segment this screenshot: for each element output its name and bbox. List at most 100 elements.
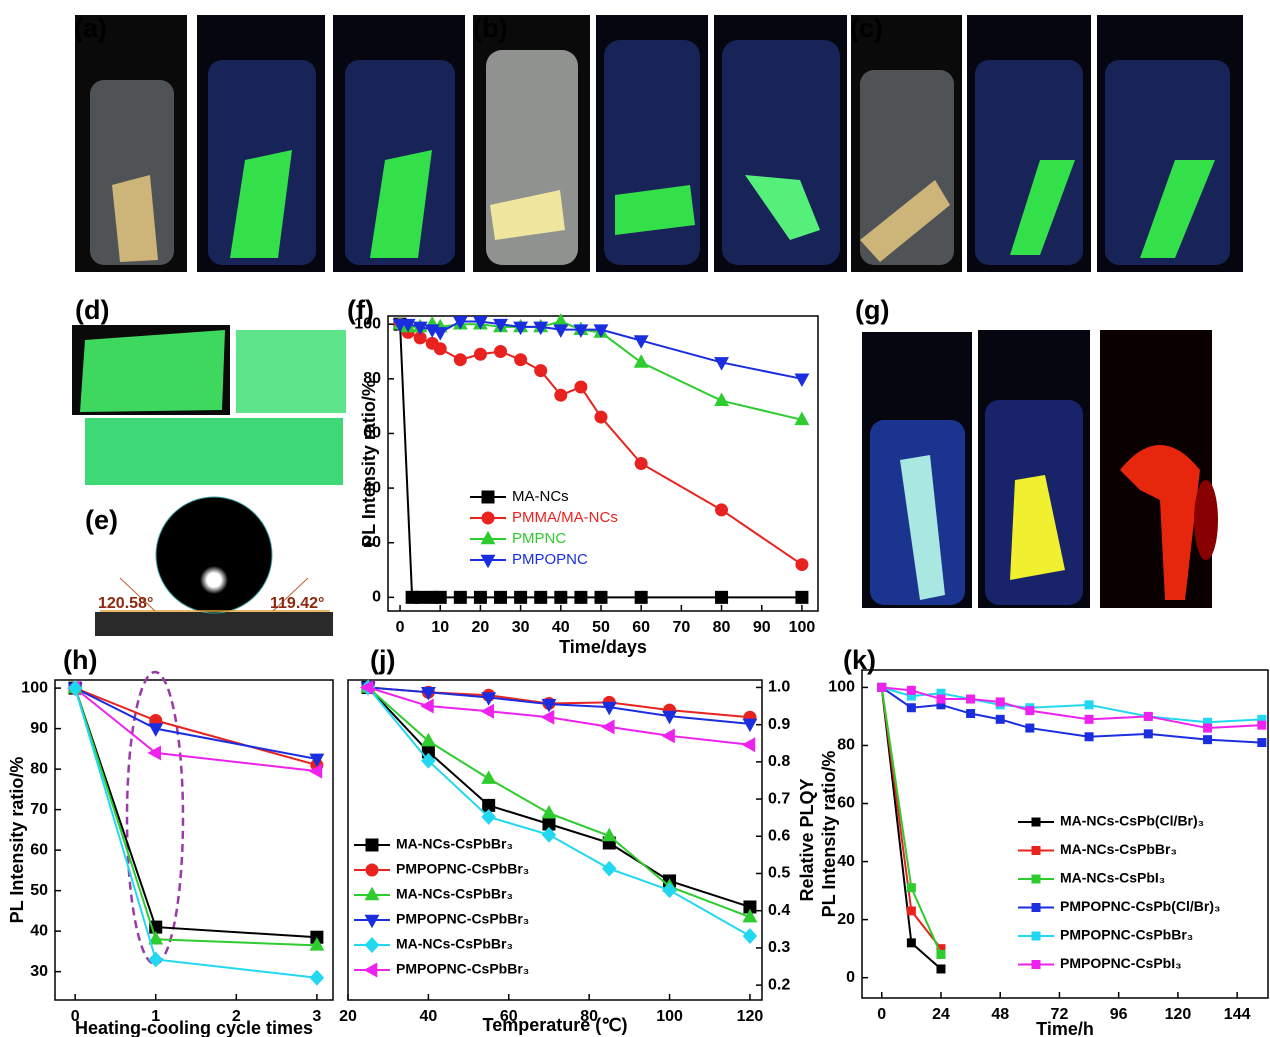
y-tick-label: 40	[363, 479, 381, 496]
x-tick-label: 48	[991, 1006, 1009, 1023]
x-tick-label: 0	[71, 1008, 80, 1025]
marker	[359, 679, 374, 695]
marker	[594, 410, 608, 424]
y-tick-label: 30	[30, 963, 48, 980]
y-tick-label: 0	[372, 589, 381, 606]
angle-label: 120.58°	[98, 595, 153, 612]
marker	[594, 590, 608, 604]
film	[1010, 160, 1075, 255]
marker	[432, 327, 448, 341]
x-axis-label: Temperature (℃)	[483, 1015, 628, 1035]
vial	[1105, 60, 1230, 265]
y-tick-label: 100	[21, 679, 48, 696]
panel-label: (g)	[855, 295, 889, 325]
marker	[480, 703, 494, 719]
panel-label: (c)	[850, 13, 883, 43]
photos: 120.58° 119.42°	[72, 15, 1243, 636]
marker	[661, 728, 675, 744]
marker	[1084, 700, 1094, 710]
y-tick-label: 0.7	[768, 790, 790, 807]
marker	[795, 590, 809, 604]
tangent	[272, 577, 309, 612]
marker	[936, 949, 946, 959]
x-tick-label: 10	[431, 619, 449, 636]
marker	[633, 335, 649, 349]
marker	[1025, 706, 1035, 716]
y-tick-label: 80	[837, 737, 855, 754]
plot-frame	[54, 679, 334, 1001]
x-tick-label: 50	[592, 619, 610, 636]
marker	[741, 737, 756, 753]
x-tick-label: 40	[552, 619, 570, 636]
legend-label: PMMA/MA-NCs	[512, 509, 618, 526]
marker	[1031, 903, 1041, 912]
legend-label: MA-NCs	[512, 488, 569, 505]
y-tick-label: 60	[837, 795, 855, 812]
marker	[995, 697, 1005, 707]
plot-frame	[861, 669, 1269, 999]
marker	[742, 908, 758, 923]
series-line	[74, 687, 317, 773]
legend-label: PMPOPNC-CsPbBr₃	[396, 861, 529, 877]
reflection	[200, 566, 228, 594]
x-tick-label: 120	[737, 1008, 764, 1025]
x-tick-label: 120	[1165, 1006, 1192, 1023]
series-line	[367, 686, 751, 918]
marker	[936, 694, 946, 704]
marker	[1084, 732, 1094, 742]
legend-label: PMPOPNC-CsPbI₃	[1060, 955, 1182, 971]
y-tick-label: 80	[30, 760, 48, 777]
film	[1010, 475, 1065, 580]
series-line	[400, 320, 803, 380]
y-tick-label: 0	[846, 969, 855, 986]
y-axis-label: Relative PLQY	[797, 778, 817, 901]
y-axis-label: PL Intensity ratio/%	[7, 757, 27, 924]
marker	[601, 701, 617, 716]
x-tick-label: 40	[419, 1008, 437, 1025]
marker	[365, 863, 379, 877]
x-tick-label: 60	[632, 619, 650, 636]
marker	[400, 318, 416, 333]
panel-label: (b)	[473, 13, 507, 43]
legend-label: PMPOPNC-CsPbBr₃	[396, 961, 529, 977]
marker	[714, 392, 729, 406]
y-tick-label: 20	[363, 534, 381, 551]
marker	[480, 554, 496, 569]
marker	[541, 804, 557, 819]
marker	[906, 938, 916, 948]
series-line	[880, 687, 942, 970]
marker	[493, 318, 508, 333]
panel-label: (a)	[74, 13, 107, 43]
y-tick-label: 90	[30, 720, 48, 737]
marker	[742, 928, 758, 944]
marker	[573, 324, 589, 338]
marker	[906, 703, 916, 713]
glow	[1194, 480, 1218, 560]
marker	[433, 342, 447, 356]
marker	[421, 752, 436, 769]
marker	[148, 931, 164, 945]
y-tick-label: 40	[30, 922, 48, 939]
legend-label: PMPOPNC-CsPb(Cl/Br)₃	[1060, 898, 1220, 914]
marker	[420, 732, 436, 747]
y-tick-label: 50	[30, 882, 48, 899]
y-tick-label: 1.0	[768, 679, 790, 696]
marker	[593, 324, 609, 338]
marker	[453, 590, 467, 604]
marker	[433, 590, 447, 604]
marker	[452, 316, 468, 330]
x-tick-label: 24	[932, 1006, 950, 1023]
marker	[364, 914, 380, 929]
marker	[906, 883, 916, 893]
marker	[1025, 723, 1035, 733]
marker	[413, 590, 427, 604]
x-tick-label: 72	[1051, 1006, 1069, 1023]
x-tick-label: 96	[1110, 1006, 1128, 1023]
marker	[473, 347, 487, 361]
panel-labels: (a) (b) (c) (d) (e) (g)	[74, 13, 889, 535]
plot-frame	[387, 315, 819, 612]
marker	[633, 354, 649, 368]
legend-label: PMPNC	[512, 530, 566, 547]
legend-label: MA-NCs-CsPbBr₃	[1060, 841, 1177, 857]
